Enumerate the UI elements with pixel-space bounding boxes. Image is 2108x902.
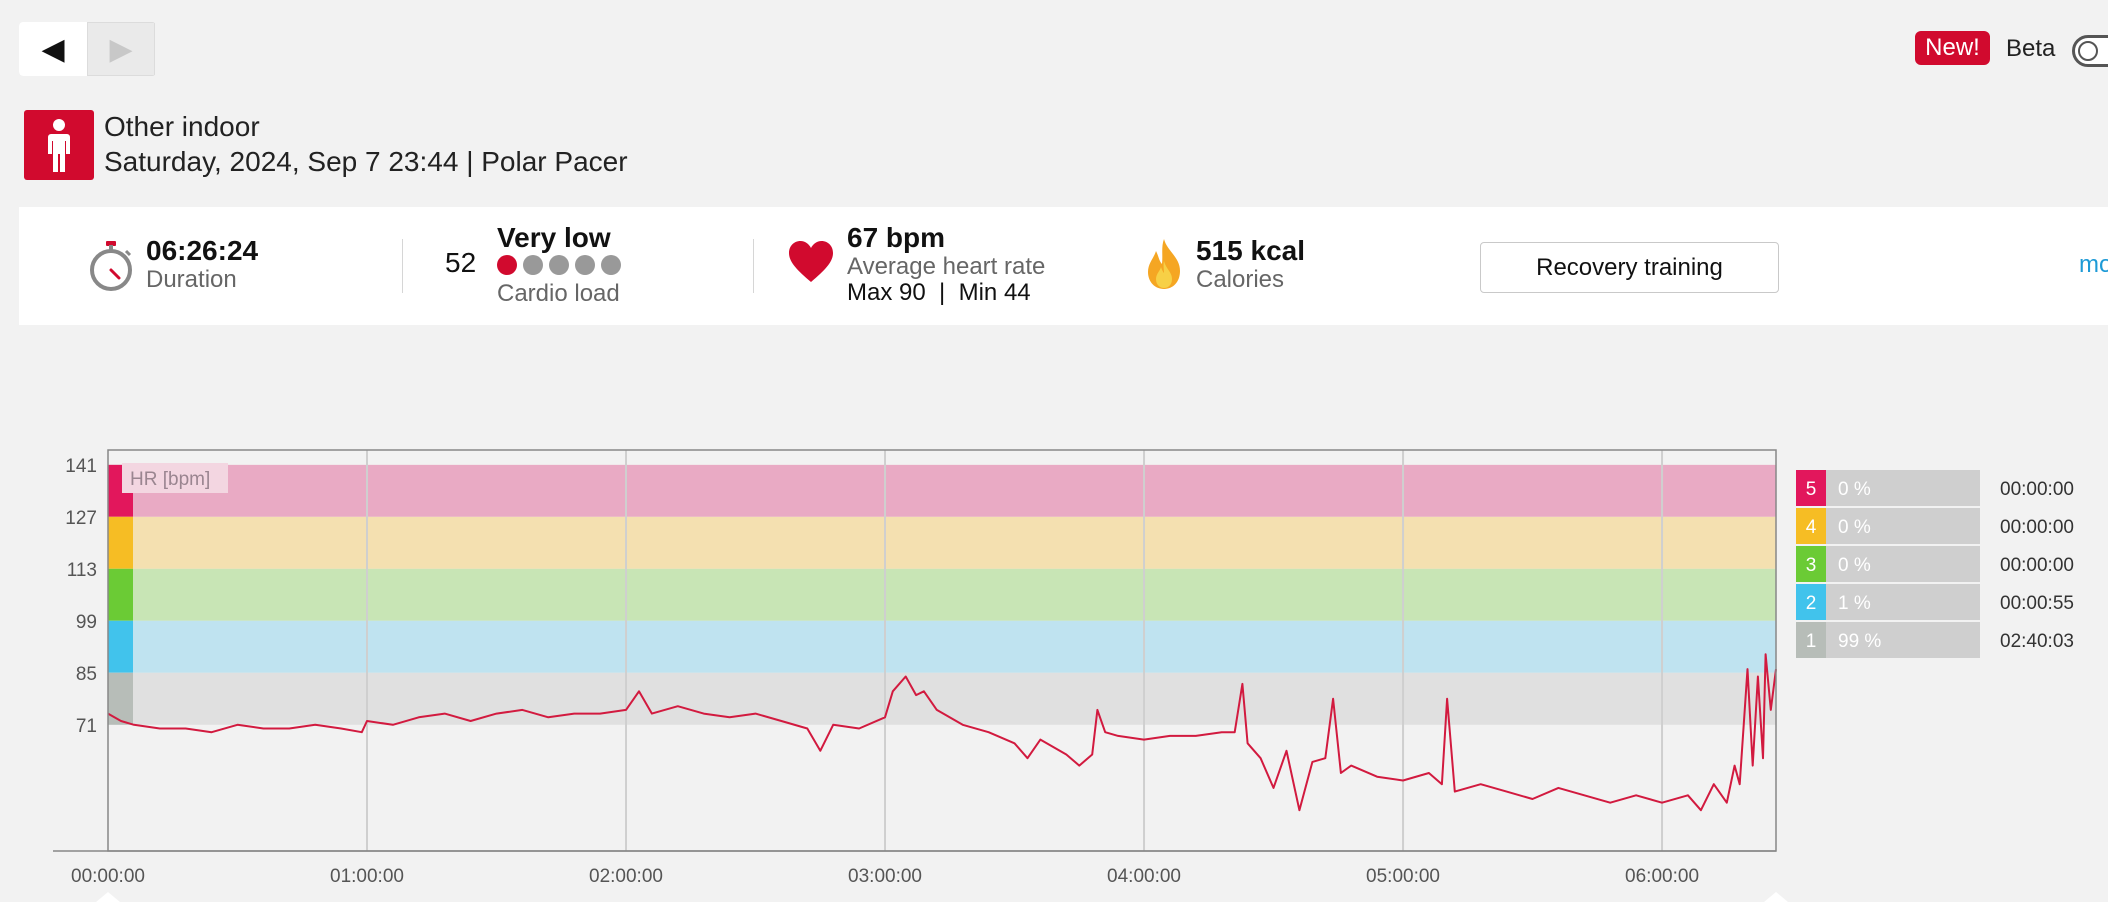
avg-heart-rate-label: Average heart rate [847,253,1046,280]
zone-strip-3 [108,568,133,621]
session-navigation: ◀ ▶ [19,22,156,76]
zone-legend-swatch [1796,508,1826,544]
x-tick-label: 01:00:00 [330,866,404,887]
heart-icon [788,240,834,289]
zone-legend-number: 5 [1806,479,1817,500]
x-tick-label: 06:00:00 [1625,866,1699,887]
range-end-marker [1764,892,1788,902]
zone-band-4 [108,516,1776,569]
cardio-dot-empty [523,255,543,275]
zone-band-2 [108,620,1776,673]
heart-rate-chart: 00:00:00 01:00:00 02:00:00 03:00:00 04:00:00… [53,449,2074,902]
cardio-dot-empty [575,255,595,275]
zone-legend-number: 4 [1806,517,1817,538]
y-tick-label: 141 [65,456,97,477]
divider [753,239,754,293]
cardio-load-value: 52 [445,247,477,278]
previous-session-button[interactable]: ◀ [19,22,87,76]
cardio-dot-filled [497,255,517,275]
zone-legend-percent: 0 % [1838,555,1871,576]
range-start-marker [96,892,120,902]
x-tick-label: 00:00:00 [71,866,145,887]
zone-legend-swatch [1796,622,1826,658]
zone-legend-time: 00:00:00 [2000,479,2074,500]
calories-value: 515 kcal [1196,235,1305,266]
series-label: HR [bpm] [130,469,210,490]
zone-strip-1 [108,672,133,725]
next-session-button[interactable]: ▶ [87,22,155,76]
divider [402,239,403,293]
x-tick-label: 04:00:00 [1107,866,1181,887]
arrow-left-icon: ◀ [41,31,65,67]
zone-legend-number: 3 [1806,555,1817,576]
sport-name: Other indoor [104,111,260,142]
zone-legend-time: 02:40:03 [2000,631,2074,652]
zone-legend-percent: 1 % [1838,593,1871,614]
cardio-load-level: Very low [497,222,611,253]
more-link[interactable]: mo [2079,251,2108,278]
arrow-right-icon: ▶ [109,31,133,67]
duration-value: 06:26:24 [146,235,259,266]
beta-toggle[interactable] [2072,35,2108,67]
zone-band-1 [108,672,1776,725]
y-tick-label: 85 [76,664,97,685]
series-label-box [122,463,228,493]
zone-legend-time: 00:00:00 [2000,555,2074,576]
duration-label: Duration [146,266,237,293]
y-tick-label: 113 [67,560,97,581]
zone-legend-cell [1796,622,1980,658]
calories-label: Calories [1196,266,1285,293]
zone-legend-swatch [1796,546,1826,582]
zone-legend-time: 00:00:00 [2000,517,2074,538]
new-badge: New! [1915,31,1990,65]
zone-band-3 [108,568,1776,621]
x-tick-label: 03:00:00 [848,866,922,887]
heart-rate-max-min: Max 90 | Min 44 [847,279,1031,306]
zone-legend-cell [1796,470,1980,506]
avg-heart-rate-value: 67 bpm [847,222,946,253]
cardio-dot-empty [601,255,621,275]
y-tick-label: 127 [65,508,97,529]
zone-legend-cell [1796,546,1980,582]
zone-legend-swatch [1796,584,1826,620]
session-date-device: Saturday, 2024, Sep 7 23:44 | Polar Pace… [104,146,628,177]
zone-legend-cell [1796,584,1980,620]
zone-legend-cell [1796,508,1980,544]
zone-strip-4 [108,516,133,569]
zone-legend-percent: 0 % [1838,517,1871,538]
flame-icon [1144,237,1184,296]
stopwatch-icon [88,240,134,297]
beta-label: Beta [2006,35,2056,62]
x-tick-label: 02:00:00 [589,866,663,887]
zone-legend-number: 2 [1806,593,1817,614]
training-benefit-button[interactable]: Recovery training [1480,242,1779,293]
zone-legend-swatch [1796,470,1826,506]
y-tick-label: 99 [76,612,97,633]
zone-legend-time: 00:00:55 [2000,593,2074,614]
person-standing-icon [24,110,94,180]
zone-strip-2 [108,620,133,673]
y-tick-label: 71 [76,716,97,737]
heart-rate-line [107,653,1777,812]
x-tick-label: 05:00:00 [1366,866,1440,887]
cardio-dot-empty [549,255,569,275]
zone-legend-percent: 99 % [1838,631,1881,652]
summary-card: 06:26:24 Duration 52 Very low Cardio loa… [19,207,2108,325]
cardio-load-label: Cardio load [497,280,620,307]
zone-band-5 [108,464,1776,517]
zone-legend-number: 1 [1806,631,1817,652]
toggle-knob [2078,41,2098,61]
zone-legend-percent: 0 % [1838,479,1871,500]
